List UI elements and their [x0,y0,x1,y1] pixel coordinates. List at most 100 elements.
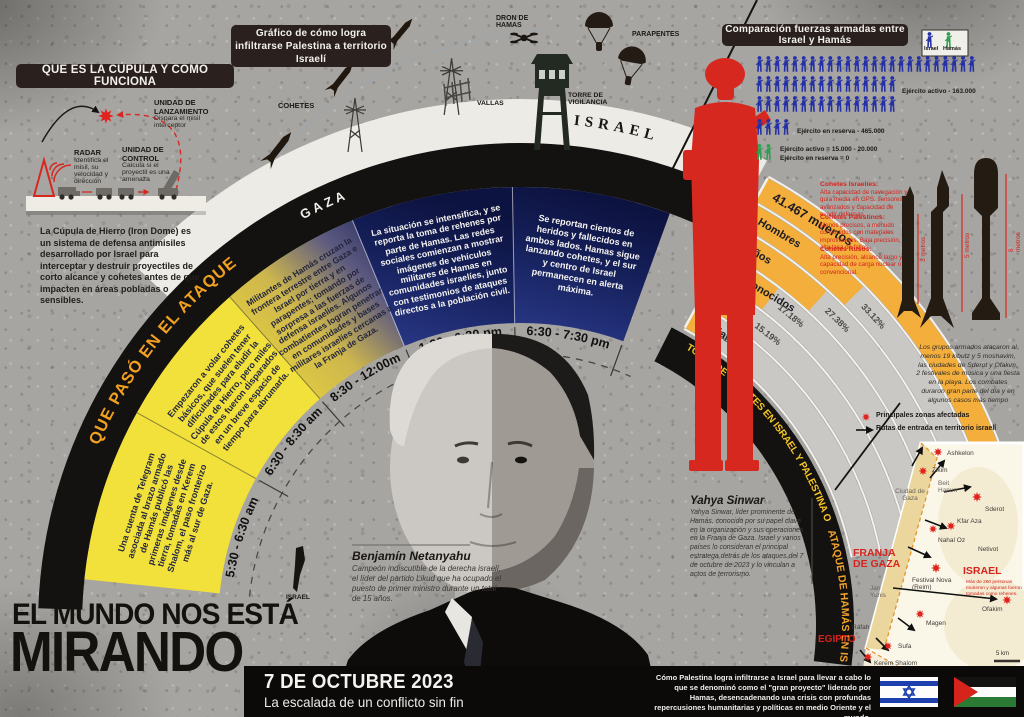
russian-rockets-title: Cohetes Rusos: [820,246,872,253]
israel-soldier-icon [826,96,834,112]
interception-burst-icon [94,104,118,128]
vallas-label: VALLAS [477,100,504,107]
launch-unit-title: UNIDAD DE LANZAMIENTO [154,98,209,116]
israel-soldier-icon [941,56,950,72]
israel-soldier-icon [755,119,764,135]
israel-soldier-icon [764,76,773,92]
israel-soldier-icon [950,56,958,72]
legend-zones-label: Principales zonas afectadas [876,412,970,419]
palestine-flag [954,677,1016,707]
israel-reserve-label: Ejército en reserva - 465.000 [797,128,885,135]
israel-soldier-icon [853,76,861,92]
paraglider-icon [584,11,614,52]
gaza-border [883,442,938,651]
israel-soldier-icon [835,96,843,112]
israel-soldier-icon [870,96,879,112]
israel-soldier-icon [782,56,790,72]
chart-track-5 [684,304,879,558]
israel-soldier-icon [773,56,781,72]
israel-soldier-icon [870,76,879,92]
map-label-zikim: Zikim [932,467,948,474]
israel-soldier-icon [826,56,834,72]
control-unit-desc: Calcula si el proyectil es una amenaza [122,162,170,183]
israel-soldier-icon [773,76,781,92]
radar-desc: Identifica el misil, su velocidad y dire… [74,157,109,185]
israel-soldier-icon [853,56,861,72]
israel-soldier-icon [808,76,817,92]
legend-hamas-label: Hamás [943,46,962,52]
israel-soldier-icon [932,56,941,72]
segment-1 [84,412,256,594]
israel-soldier-icon [915,56,923,72]
map-label-jan-yunis: Jan Yunis [870,585,886,599]
segment-5 [512,187,670,342]
israel-soldier-icon [800,76,808,92]
israel-soldier-icon [800,56,808,72]
israel-soldier-icon [791,76,799,92]
infiltration-badge: Gráfico de cómo logra infiltrarse Palest… [231,25,391,67]
israel-soldier-icon [906,56,914,72]
map-label-rafah: Ráfah [852,624,870,631]
israel-soldier-icon [879,56,888,72]
israel-soldier-icon [888,56,896,72]
israel-soldier-icon [862,76,870,92]
measure-3m-label: 3 metros [920,236,927,262]
black-ring [38,142,739,610]
israel-soldier-icon [764,119,773,135]
soldier-silhouette [683,58,771,471]
israel-soldier-icon [764,96,773,112]
russian-rockets-desc: Alta precisión, alcance largo y capacida… [820,254,903,276]
hamas-active-label: Ejército activo = 15.000 - 20.000 [780,146,878,153]
israel-minimap [293,546,305,592]
hamas-reserve-label: Ejército en reserva = 0 [780,155,850,162]
gaza-strip [866,443,937,650]
israel-soldier-icon [968,56,976,72]
shirt-collar [445,598,472,652]
footer-date: 7 DE OCTUBRE 2023 [264,671,454,693]
segment-4 [352,187,515,346]
rocket-comparison [897,158,1007,328]
israeli-rockets-title: Cohetes Israelíes: [820,181,879,188]
israel-soldier-icon [888,76,896,92]
map-label-franja: FRANJA DE GAZA [853,547,901,571]
right-black-arc [654,327,854,666]
israel-soldier-icon [773,96,781,112]
hamas-soldier-icon [755,144,764,160]
infiltration-graphic [260,0,758,187]
rocket-small [897,186,921,318]
dron-label: DRON DE HAMAS [496,15,529,29]
israel-minimap-label: ISRAEL [286,594,310,601]
map-label-kerem-shalom: Kerem Shalom [874,660,917,667]
legend-israel-label: Israel [924,46,939,52]
cohetes-label: COHETES [278,101,315,110]
radar-icon [32,156,72,197]
israel-soldier-icon [844,56,852,72]
footer-description: Cómo Palestina logra infiltrarse a Israe… [654,673,871,717]
israel-soldier-icon [853,96,861,112]
israel-soldier-icon [791,96,799,112]
israel-soldier-icon [959,56,967,72]
israel-soldier-icon [791,56,799,72]
map-label-sufa: Sufa [898,643,912,650]
sinwar-beard [492,468,594,592]
main-title-line2: MIRANDO [10,620,244,684]
hamas-soldier-icon [764,144,773,160]
sinwar-hair [492,333,595,460]
israel-soldier-icon [923,56,932,72]
netanyahu-hair [389,333,492,446]
measure-lines [917,174,1007,318]
paraglider-icon [613,43,649,88]
map-label-beit-hanun: Beit Hanun [938,480,958,494]
israel-active-label: Ejército activo - 163.000 [902,88,976,95]
israel-flag [880,677,938,707]
israel-soldier-icon [835,56,843,72]
drone-icon [510,32,538,44]
israel-soldier-icon [862,56,870,72]
israel-soldier-icon [782,96,790,112]
iron-dome-diagram [26,104,206,215]
sinwar-name: Yahya Sinwar [690,495,765,507]
segment-3 [229,220,405,399]
israel-soldier-icon [826,76,834,92]
map-label-nahal-oz: Nahal Oz [938,537,966,544]
rocket-medium [920,170,954,328]
